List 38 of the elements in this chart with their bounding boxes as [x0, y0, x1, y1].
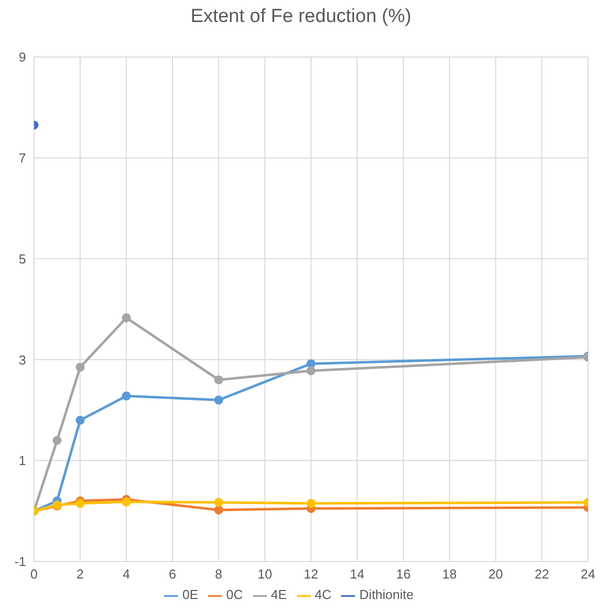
point [76, 416, 85, 425]
point [122, 313, 131, 322]
x-tick-label: 10 [258, 566, 272, 582]
legend-label: 4C [314, 587, 332, 602]
x-tick-label: 2 [76, 566, 84, 582]
legend-label: 4E [270, 587, 287, 602]
point [306, 498, 316, 508]
x-tick-label: 18 [442, 566, 457, 582]
y-tick-label: 9 [18, 50, 26, 65]
x-tick-label: 20 [488, 566, 503, 582]
x-tick-label: 22 [534, 566, 550, 582]
x-tick-label: 24 [580, 566, 596, 582]
point [122, 391, 131, 400]
point [122, 497, 131, 506]
y-tick-label: -1 [14, 554, 26, 570]
y-tick-label: 7 [18, 150, 26, 166]
x-tick-label: 16 [396, 566, 411, 582]
point [52, 436, 62, 445]
chart-title: Extent of Fe reduction (%) [190, 6, 412, 28]
point [306, 366, 316, 376]
x-tick-label: 0 [30, 566, 38, 582]
y-tick-label: 3 [18, 352, 26, 368]
point [214, 375, 224, 384]
point [214, 396, 224, 405]
x-tick-label: 12 [304, 566, 318, 582]
point [76, 362, 85, 372]
legend-label: 0E [182, 587, 198, 602]
legend-label: 0C [226, 587, 243, 602]
y-tick-label: 5 [18, 251, 26, 266]
x-tick-label: 14 [350, 566, 364, 582]
legend-label: Dithionite [359, 587, 414, 602]
y-tick-label: 1 [18, 453, 26, 468]
x-tick-label: 6 [168, 566, 176, 582]
point [214, 505, 224, 514]
x-tick-label: 4 [122, 566, 130, 582]
x-tick-label: 8 [215, 566, 222, 582]
point [214, 498, 224, 507]
point [76, 498, 85, 508]
